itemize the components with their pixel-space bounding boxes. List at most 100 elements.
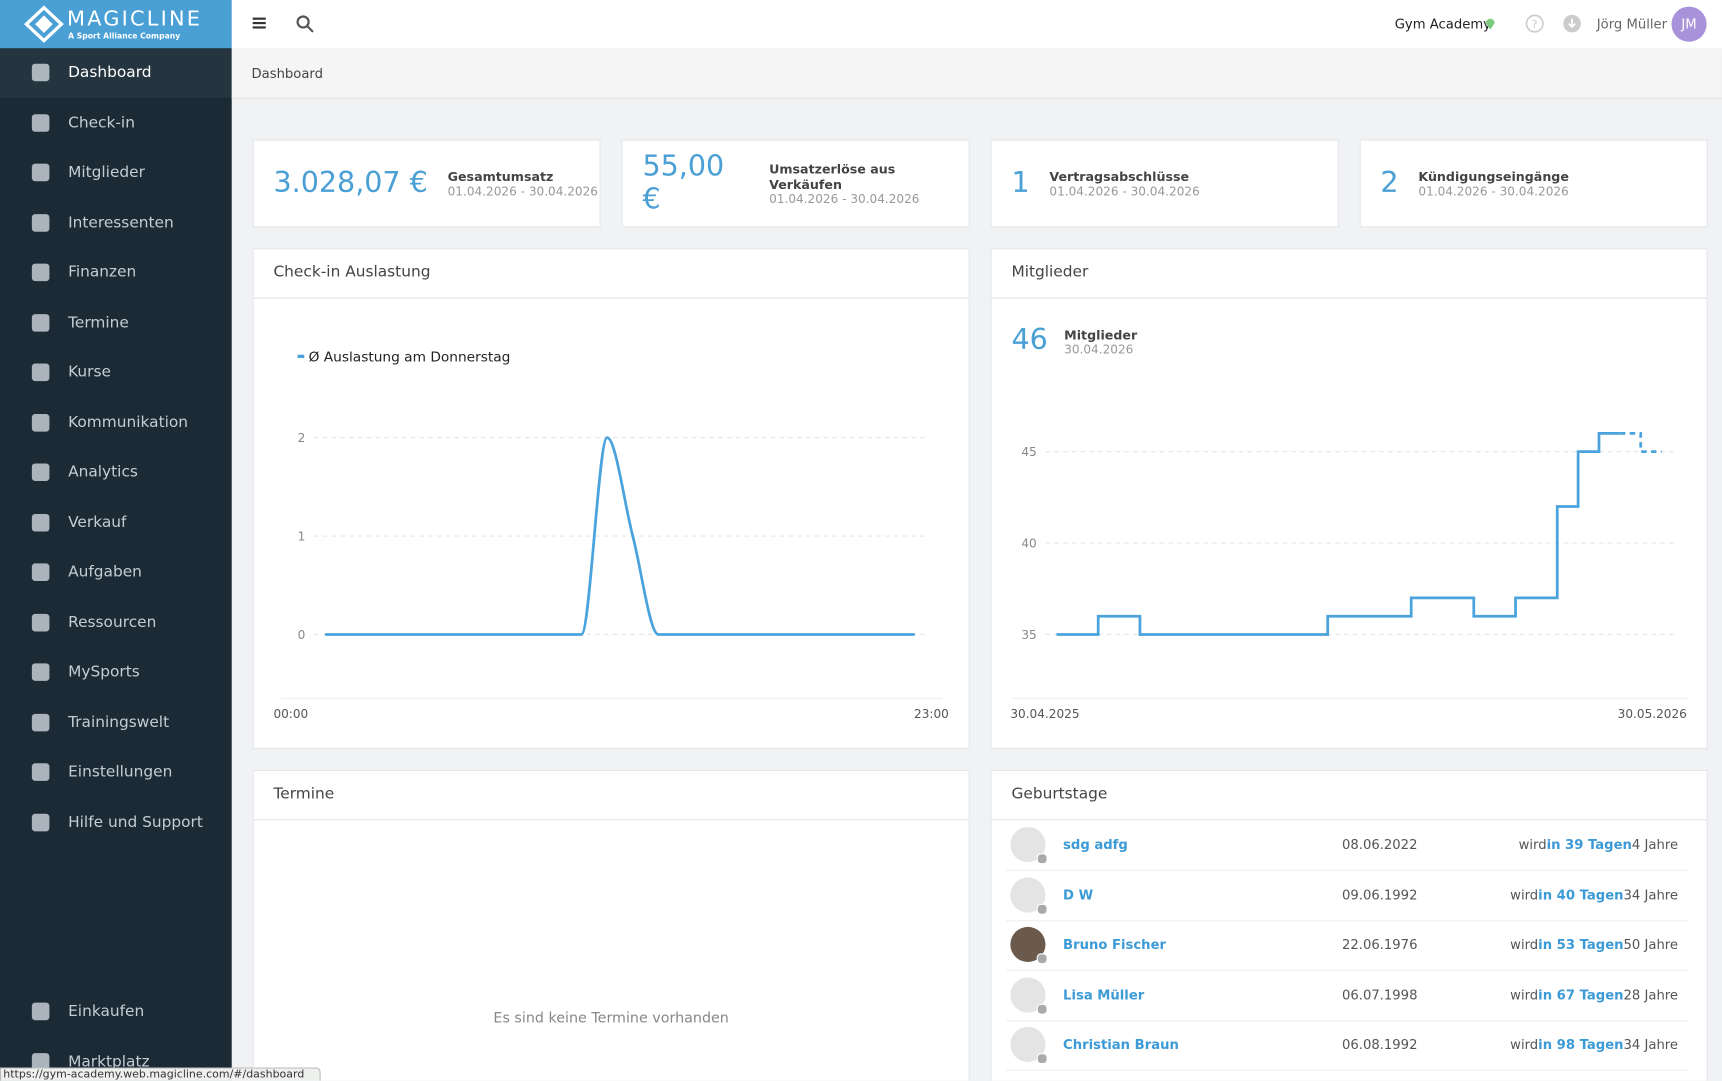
svg-text:?: ? [1532, 18, 1538, 31]
age: 28 Jahre [1623, 986, 1679, 1003]
prefix: wird [1510, 886, 1539, 903]
nav-icon [31, 1002, 50, 1021]
kpi-label: Kündigungseingänge [1418, 168, 1569, 184]
birth-date: 06.08.1992 [1342, 1036, 1418, 1053]
nav-icon [31, 613, 50, 631]
nav-item[interactable]: Interessenten [0, 198, 232, 247]
breadcrumb[interactable]: Dashboard [251, 65, 323, 82]
checkin-panel: Check-in Auslastung [252, 248, 970, 749]
panel-title: Check-in Auslastung [253, 249, 969, 299]
age: 4 Jahre [1631, 836, 1679, 853]
nav-item[interactable]: Termine [0, 298, 232, 347]
logo[interactable]: MAGICLINE A Sport Alliance Company [0, 0, 232, 49]
members-date: 30.04.2026 [1064, 342, 1134, 357]
member-name[interactable]: Lisa Müller [1063, 986, 1145, 1003]
kpi-value: 55,00 € [642, 150, 725, 217]
nav-label: Hilfe und Support [68, 813, 203, 831]
kpi-card: 55,00 € Umsatzerlöse aus Verkäufen 01.04.2… [621, 139, 970, 228]
data-line [1619, 432, 1662, 454]
member-name[interactable]: Bruno Fischer [1063, 936, 1167, 953]
status-dot [1036, 1053, 1048, 1065]
kpi-label: Umsatzerlöse aus Verkäufen [769, 160, 896, 192]
x-tick-label: 00:00 [273, 707, 308, 721]
studio-name[interactable]: Gym Academy [1394, 16, 1491, 32]
status-dot [1036, 853, 1048, 865]
days: in 53 Tagen [1538, 936, 1624, 953]
nav-item[interactable]: Kurse [0, 348, 232, 397]
nav-item[interactable]: Einstellungen [0, 748, 232, 797]
nav-label: Trainingswelt [68, 713, 170, 731]
member-name[interactable]: sdg adfg [1063, 836, 1128, 853]
nav-item[interactable]: MySports [0, 648, 232, 697]
nav-item[interactable]: Finanzen [0, 248, 232, 297]
nav-item[interactable]: Ressourcen [0, 598, 232, 647]
birthday-row: D W 09.06.1992 wirdin 40 Tagen34 Jahre [1005, 870, 1690, 921]
nav-label: Check-in [68, 113, 135, 132]
birthday-row: Bruno Fischer 22.06.1976 wirdin 53 Tagen50… [1005, 920, 1690, 971]
nav-item[interactable]: Kommunikation [0, 398, 232, 447]
nav-item[interactable]: Aufgaben [0, 548, 232, 597]
nav-item[interactable]: Check-in [0, 98, 232, 147]
birthdays-panel: Geburtstage [990, 769, 1708, 1081]
sidebar: MAGICLINE A Sport Alliance Company Dashb… [0, 0, 232, 1081]
topbar: Gym Academy ? Jörg Müller JM [231, 0, 1722, 49]
member-name[interactable]: D W [1063, 886, 1094, 903]
nav-label: Aufgaben [68, 563, 142, 581]
nav-icon [31, 213, 50, 232]
x-tick-label: 30.05.2026 [1618, 707, 1687, 721]
days: in 39 Tagen [1546, 836, 1632, 853]
age: 50 Jahre [1623, 936, 1679, 953]
birthday-info: wirdin 40 Tagen34 Jahre [1510, 887, 1678, 902]
nav-label: Kurse [68, 363, 111, 382]
user-avatar[interactable]: JM [1671, 6, 1707, 42]
nav-item[interactable]: Analytics [0, 448, 232, 497]
y-tick-label: 35 [1021, 628, 1036, 642]
kpi-card: 1 Vertragsabschlüsse 01.04.2026 - 30.04.20… [990, 139, 1339, 228]
nav-label: Ressourcen [68, 613, 157, 631]
status-dot [1036, 903, 1048, 915]
nav-label: Kommunikation [68, 413, 189, 432]
nav-label: Einstellungen [68, 763, 173, 781]
birthday-info: wirdin 39 Tagen4 Jahre [1519, 837, 1678, 852]
member-name[interactable]: Christian Braun [1063, 1036, 1179, 1053]
search-icon[interactable] [295, 14, 315, 34]
status-dot [1036, 953, 1048, 965]
panel-title: Geburtstage [991, 771, 1707, 821]
birth-date: 22.06.1976 [1342, 936, 1418, 953]
nav-label: Interessenten [68, 213, 174, 232]
nav-item[interactable]: Einkaufen [0, 987, 232, 1036]
empty-message: Es sind keine Termine vorhanden [493, 1010, 729, 1027]
user-name[interactable]: Jörg Müller [1596, 16, 1668, 32]
kpi-text: Vertragsabschlüsse 01.04.2026 - 30.04.202… [1049, 169, 1199, 199]
kpi-value: 2 [1380, 166, 1399, 200]
days: in 67 Tagen [1538, 986, 1624, 1003]
age: 34 Jahre [1623, 1036, 1679, 1053]
kpi-card: 3.028,07 € Gesamtumsatz 01.04.2026 - 30.04… [252, 139, 601, 228]
nav-icon [31, 63, 50, 82]
kpi-value: 3.028,07 € [273, 166, 428, 200]
data-line [325, 436, 915, 636]
nav-icon [31, 363, 50, 382]
appointments-panel: Termine Es sind keine Termine vorhanden [252, 769, 970, 1081]
prefix: wird [1518, 836, 1547, 853]
members-label: Mitglieder [1064, 327, 1138, 343]
kpi-period: 01.04.2026 - 30.04.2026 [1418, 183, 1569, 199]
nav-item[interactable]: Dashboard [0, 48, 232, 98]
birth-date: 08.06.2022 [1342, 836, 1418, 853]
birth-date: 09.06.1992 [1342, 886, 1418, 903]
nav-icon [31, 1052, 50, 1071]
nav-item[interactable]: Marktplatz [0, 1037, 232, 1080]
nav-icon [31, 763, 50, 781]
download-icon[interactable] [1563, 14, 1582, 33]
help-icon[interactable]: ? [1525, 14, 1544, 33]
birthday-info: wirdin 67 Tagen28 Jahre [1510, 987, 1678, 1002]
menu-icon[interactable] [252, 16, 268, 29]
nav-icon [31, 313, 50, 332]
nav-label: Dashboard [68, 63, 152, 82]
age: 34 Jahre [1623, 886, 1679, 903]
nav-item[interactable]: Trainingswelt [0, 698, 232, 747]
nav-item[interactable]: Hilfe und Support [0, 798, 232, 847]
nav-label: MySports [68, 663, 140, 681]
nav-item[interactable]: Mitglieder [0, 148, 232, 197]
nav-item[interactable]: Verkauf [0, 498, 232, 547]
